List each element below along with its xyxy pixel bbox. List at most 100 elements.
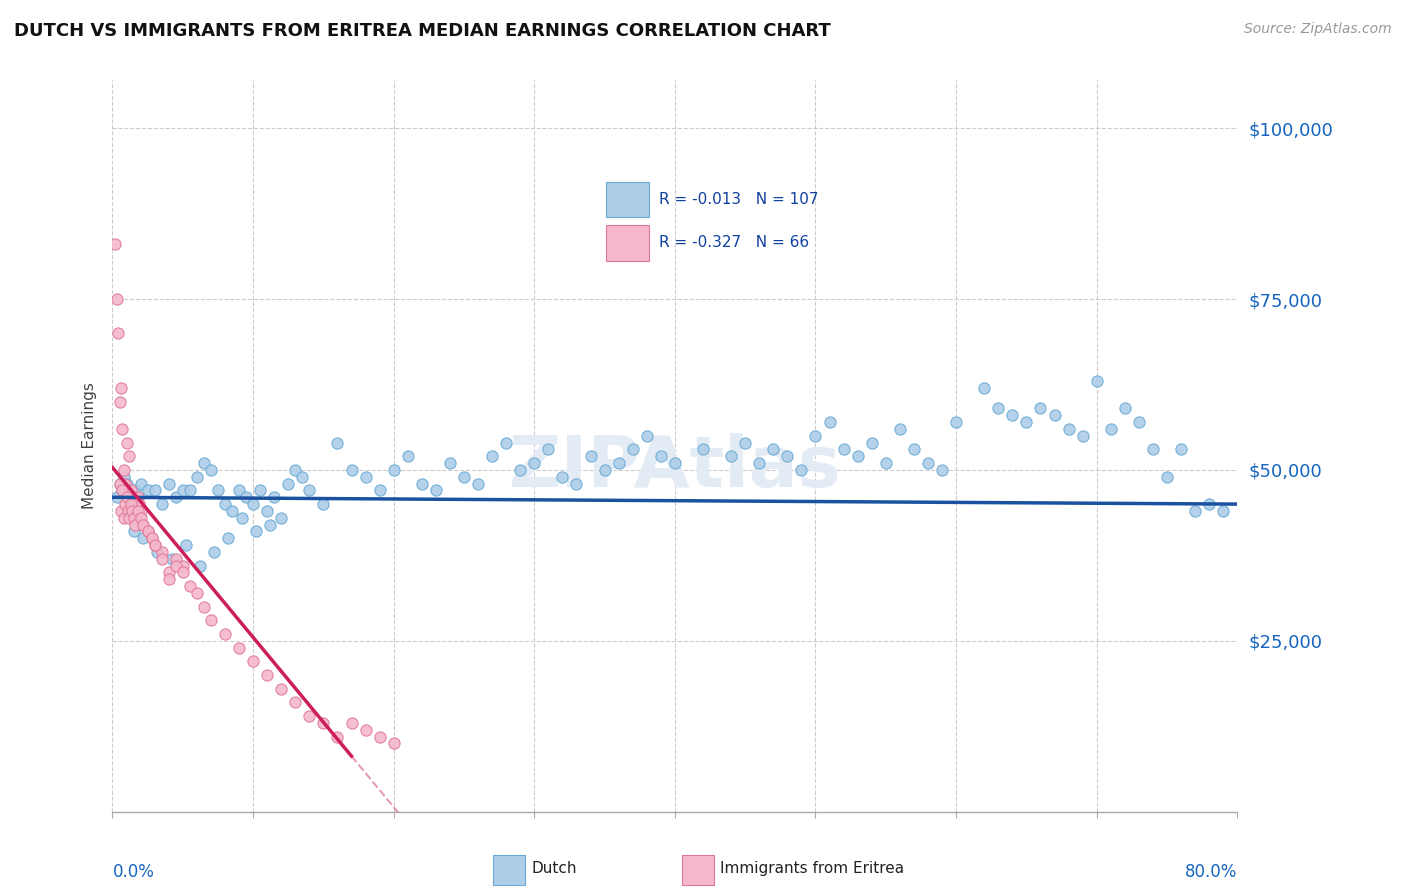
Point [259,517,281,532]
Point [124,517,146,532]
Point [105,490,128,504]
Point [122,510,145,524]
Point [1057,422,1080,436]
Point [368,730,391,744]
Text: 80.0%: 80.0% [1185,863,1237,881]
Point [143,483,166,498]
Point [127,504,149,518]
Point [125,504,148,518]
Point [242,654,264,668]
Point [110,381,132,395]
Y-axis label: Median Earnings: Median Earnings [82,383,97,509]
Point [127,490,149,504]
Point [120,497,142,511]
Point [114,476,136,491]
Point [114,497,136,511]
Point [1015,415,1038,429]
Point [157,566,180,580]
Point [284,463,307,477]
Point [129,504,152,518]
Point [111,483,134,498]
Point [214,497,236,511]
Point [112,469,135,483]
Point [1184,504,1206,518]
Point [120,483,142,498]
Point [973,381,995,395]
Point [804,429,827,443]
Point [118,449,141,463]
Point [132,531,155,545]
Point [411,476,433,491]
Point [263,490,285,504]
Point [143,538,166,552]
Point [312,715,335,730]
Point [186,469,208,483]
Point [104,237,127,252]
Point [425,483,447,498]
Point [150,545,173,559]
Point [481,449,503,463]
Point [193,456,215,470]
Point [1071,429,1094,443]
Point [1114,401,1136,416]
Point [136,524,159,539]
Text: Immigrants from Eritrea: Immigrants from Eritrea [720,862,904,876]
Point [917,456,939,470]
Point [523,456,546,470]
Point [141,531,163,545]
Point [748,456,770,470]
Text: 0.0%: 0.0% [112,863,155,881]
Point [889,422,911,436]
Text: Source: ZipAtlas.com: Source: ZipAtlas.com [1244,22,1392,37]
Point [214,627,236,641]
Point [121,504,143,518]
Point [141,531,163,545]
Point [146,545,169,559]
Point [200,463,222,477]
Point [818,415,841,429]
Point [124,483,146,498]
Point [193,599,215,614]
Point [112,463,135,477]
Point [202,545,225,559]
Point [495,435,517,450]
Point [179,579,201,593]
Point [762,442,785,457]
Point [111,483,134,498]
Point [174,538,197,552]
Bar [606,182,650,217]
Point [277,476,299,491]
Point [340,463,363,477]
Point [186,586,208,600]
Bar [682,855,714,885]
Point [579,449,602,463]
Text: ZIPAtlas: ZIPAtlas [509,434,841,502]
Point [157,572,180,586]
Point [1170,442,1192,457]
Point [1128,415,1150,429]
Point [945,415,967,429]
Point [115,490,138,504]
Point [231,510,253,524]
Point [117,504,139,518]
Point [439,456,461,470]
Point [650,449,672,463]
Point [621,442,644,457]
Point [118,483,141,498]
Point [110,504,132,518]
Point [172,483,194,498]
Point [108,476,131,491]
Point [127,490,149,504]
Text: R = -0.013   N = 107: R = -0.013 N = 107 [659,192,818,207]
Point [122,504,145,518]
Bar [606,225,650,260]
Point [115,476,138,491]
Point [132,517,155,532]
Point [284,695,307,709]
Point [776,449,799,463]
Point [108,394,131,409]
Point [270,510,292,524]
Point [228,640,250,655]
Point [636,429,658,443]
Point [172,566,194,580]
